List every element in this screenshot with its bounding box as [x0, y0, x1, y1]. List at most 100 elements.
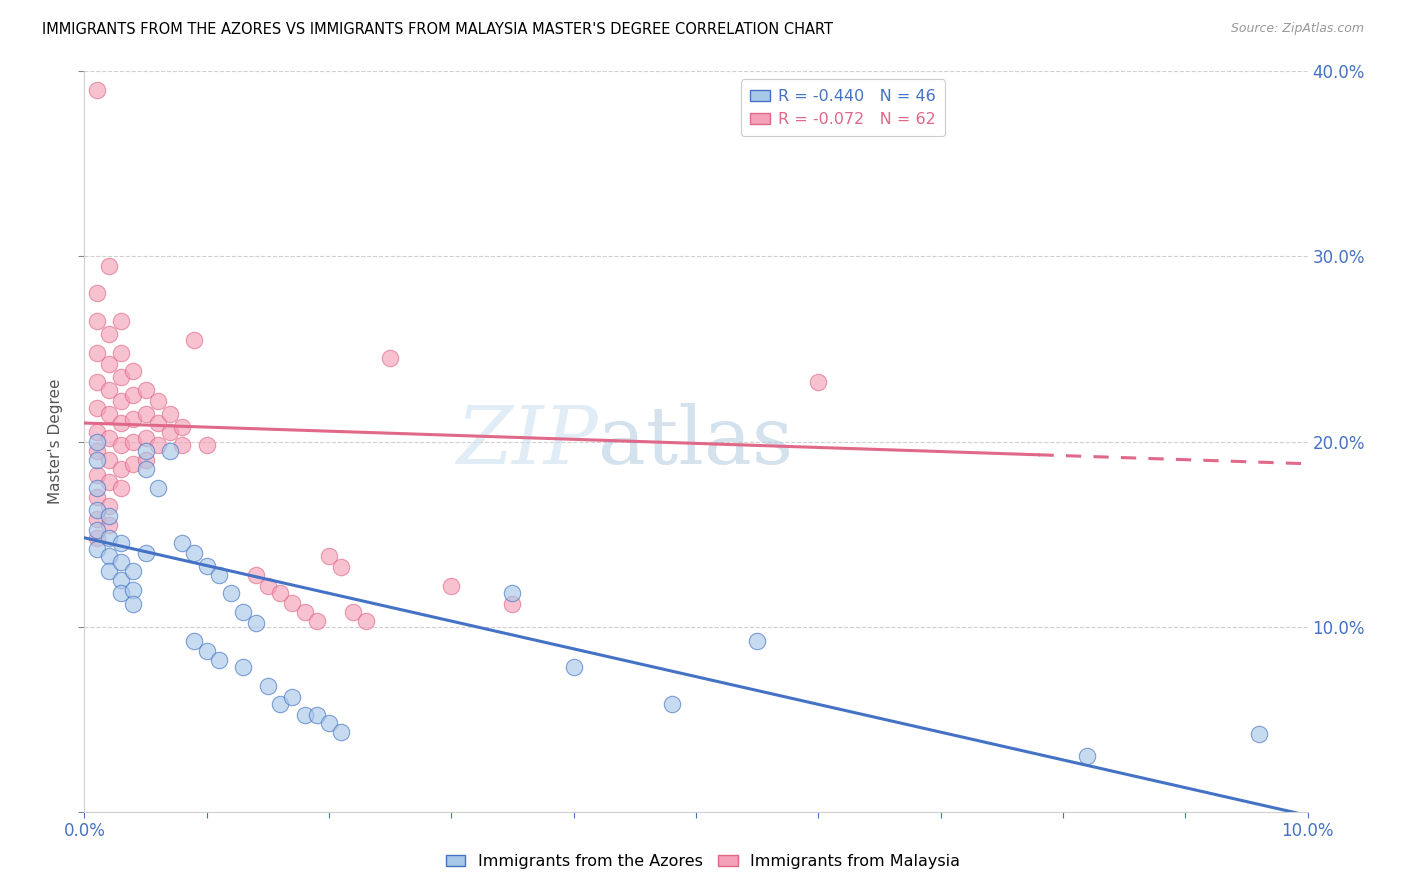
- Point: [159, 407, 181, 421]
- Point: [183, 333, 205, 347]
- Point: [245, 615, 267, 630]
- Point: [97, 549, 120, 564]
- Point: [146, 416, 169, 430]
- Point: [195, 558, 218, 573]
- Point: [86, 425, 108, 440]
- Point: [86, 541, 108, 556]
- Point: [97, 531, 120, 545]
- Point: [305, 614, 328, 628]
- Point: [747, 634, 769, 648]
- Point: [122, 564, 145, 578]
- Point: [110, 438, 132, 452]
- Text: atlas: atlas: [598, 402, 793, 481]
- Point: [86, 453, 108, 467]
- Point: [97, 508, 120, 523]
- Point: [1247, 727, 1270, 741]
- Point: [294, 708, 316, 723]
- Point: [135, 462, 157, 476]
- Point: [122, 457, 145, 471]
- Point: [110, 393, 132, 408]
- Point: [257, 579, 280, 593]
- Point: [86, 512, 108, 526]
- Point: [281, 596, 304, 610]
- Point: [172, 536, 194, 550]
- Y-axis label: Master's Degree: Master's Degree: [48, 379, 63, 504]
- Point: [97, 500, 120, 514]
- Point: [172, 419, 194, 434]
- Point: [269, 586, 291, 600]
- Point: [172, 438, 194, 452]
- Point: [97, 431, 120, 445]
- Point: [86, 503, 108, 517]
- Point: [97, 259, 120, 273]
- Point: [110, 345, 132, 359]
- Point: [807, 376, 830, 390]
- Point: [97, 517, 120, 532]
- Legend: R = -0.440   N = 46, R = -0.072   N = 62: R = -0.440 N = 46, R = -0.072 N = 62: [741, 79, 945, 136]
- Point: [86, 467, 108, 482]
- Point: [122, 598, 145, 612]
- Point: [232, 660, 254, 674]
- Point: [97, 407, 120, 421]
- Point: [122, 364, 145, 378]
- Point: [97, 453, 120, 467]
- Point: [159, 425, 181, 440]
- Point: [86, 490, 108, 504]
- Point: [354, 614, 377, 628]
- Point: [86, 314, 108, 328]
- Point: [1076, 749, 1098, 764]
- Point: [219, 586, 242, 600]
- Point: [110, 586, 132, 600]
- Point: [318, 549, 340, 564]
- Point: [305, 708, 328, 723]
- Point: [97, 475, 120, 490]
- Point: [86, 345, 108, 359]
- Point: [562, 660, 585, 674]
- Point: [269, 698, 291, 712]
- Point: [318, 715, 340, 730]
- Point: [195, 438, 218, 452]
- Point: [110, 574, 132, 588]
- Point: [122, 388, 145, 402]
- Point: [146, 481, 169, 495]
- Point: [86, 481, 108, 495]
- Point: [97, 383, 120, 397]
- Point: [86, 443, 108, 458]
- Point: [86, 401, 108, 416]
- Point: [110, 416, 132, 430]
- Point: [661, 698, 683, 712]
- Point: [135, 453, 157, 467]
- Point: [86, 531, 108, 545]
- Point: [110, 369, 132, 384]
- Point: [195, 643, 218, 657]
- Point: [135, 383, 157, 397]
- Text: IMMIGRANTS FROM THE AZORES VS IMMIGRANTS FROM MALAYSIA MASTER'S DEGREE CORRELATI: IMMIGRANTS FROM THE AZORES VS IMMIGRANTS…: [42, 22, 834, 37]
- Point: [86, 286, 108, 301]
- Point: [97, 327, 120, 342]
- Point: [110, 314, 132, 328]
- Text: Source: ZipAtlas.com: Source: ZipAtlas.com: [1230, 22, 1364, 36]
- Point: [135, 545, 157, 560]
- Point: [110, 555, 132, 569]
- Point: [97, 564, 120, 578]
- Point: [183, 634, 205, 648]
- Point: [330, 560, 353, 574]
- Point: [110, 481, 132, 495]
- Point: [232, 605, 254, 619]
- Point: [294, 605, 316, 619]
- Point: [245, 567, 267, 582]
- Text: ZIP: ZIP: [457, 403, 598, 480]
- Point: [86, 376, 108, 390]
- Point: [159, 443, 181, 458]
- Point: [146, 438, 169, 452]
- Point: [146, 393, 169, 408]
- Point: [86, 83, 108, 97]
- Point: [342, 605, 364, 619]
- Point: [330, 725, 353, 739]
- Point: [86, 524, 108, 538]
- Point: [86, 434, 108, 449]
- Point: [257, 679, 280, 693]
- Point: [502, 586, 524, 600]
- Point: [208, 567, 231, 582]
- Point: [110, 462, 132, 476]
